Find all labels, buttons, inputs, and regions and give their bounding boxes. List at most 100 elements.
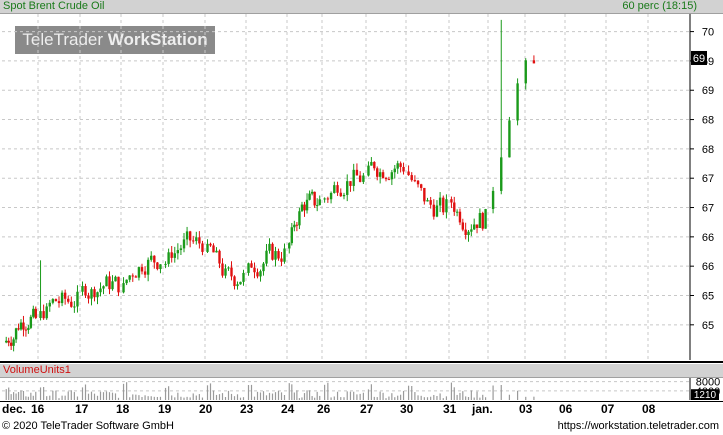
candle	[27, 324, 30, 334]
candle	[99, 282, 102, 297]
time-axis[interactable]: dec. 16 17 18 19 20 23 24 26 27 30 31 jan. 03 06 07 08	[0, 401, 723, 417]
candle	[508, 116, 511, 158]
candle	[524, 58, 527, 90]
candle	[464, 222, 467, 240]
candle	[128, 275, 131, 283]
time-axis-label: 16	[31, 402, 45, 416]
candle	[76, 285, 79, 313]
candle	[221, 258, 224, 278]
candle	[227, 266, 230, 271]
candle	[277, 248, 280, 261]
candle	[349, 181, 352, 192]
price-tick-label: 69	[702, 85, 714, 97]
price-tick-label: 66	[702, 261, 714, 273]
candle	[117, 276, 120, 297]
candle	[426, 197, 429, 202]
chart-header: Spot Brent Crude Oil 60 perc (18:15)	[0, 0, 723, 14]
candle	[305, 193, 309, 214]
candle	[73, 301, 76, 313]
panel-divider[interactable]	[0, 361, 723, 363]
candle	[323, 197, 326, 203]
candle	[29, 314, 33, 330]
candle	[179, 244, 183, 255]
candle	[290, 222, 294, 246]
candle	[108, 271, 111, 295]
candle	[122, 277, 125, 294]
candle	[102, 285, 105, 295]
candle	[407, 165, 410, 176]
candle	[218, 249, 221, 269]
candle	[271, 242, 274, 261]
candle	[268, 238, 271, 254]
candle	[90, 287, 93, 306]
candle	[242, 269, 245, 286]
candle	[318, 195, 321, 206]
candle	[399, 161, 402, 173]
candle	[295, 221, 299, 232]
candle	[413, 175, 417, 183]
candle	[288, 242, 291, 254]
price-tick-label: 65	[702, 320, 714, 332]
candle	[230, 261, 233, 281]
last-price-tag	[691, 50, 707, 65]
candle	[458, 208, 462, 226]
candle	[265, 244, 268, 267]
candle	[445, 194, 448, 219]
candle	[164, 261, 167, 269]
candle	[45, 303, 48, 320]
copyright-text: © 2020 TeleTrader Software GmbH	[2, 420, 174, 432]
time-axis-label: 08	[642, 402, 656, 416]
candle	[146, 257, 150, 282]
candle	[470, 224, 473, 237]
candle	[461, 218, 465, 232]
footer: © 2020 TeleTrader Software GmbH https://…	[0, 417, 723, 435]
candle	[170, 245, 173, 263]
candle	[381, 169, 385, 179]
time-axis-label: 03	[519, 402, 533, 416]
candle	[188, 230, 192, 248]
candle	[17, 323, 20, 331]
candle	[355, 163, 359, 176]
candle	[326, 196, 330, 203]
candle	[384, 176, 388, 182]
candle	[224, 264, 227, 279]
candle	[143, 266, 147, 278]
candle	[410, 172, 413, 182]
candle	[373, 161, 376, 171]
candle	[481, 211, 484, 231]
time-axis-label: dec.	[2, 402, 27, 416]
candle	[300, 201, 304, 212]
time-axis-label: 31	[443, 402, 457, 416]
candle	[185, 226, 189, 246]
footer-url[interactable]: https://workstation.teletrader.com	[557, 420, 719, 432]
candle	[134, 275, 138, 278]
candle	[5, 336, 8, 344]
candle	[250, 260, 253, 268]
volume-chart[interactable]: 800040001210	[0, 378, 723, 400]
time-axis-label: 27	[360, 402, 374, 416]
candle	[173, 246, 176, 263]
volume-label[interactable]: VolumeUnits1	[3, 364, 71, 376]
candle	[209, 242, 212, 247]
candle	[87, 292, 90, 304]
candle	[259, 269, 262, 282]
candle	[339, 188, 342, 197]
instrument-name[interactable]: Spot Brent Crude Oil	[3, 0, 105, 12]
candle	[308, 190, 311, 201]
candle	[198, 231, 201, 249]
candle	[192, 235, 195, 244]
candle	[396, 160, 399, 174]
candle	[7, 337, 10, 347]
candle	[280, 252, 283, 267]
interval-label[interactable]: 60 perc (18:15)	[622, 0, 697, 12]
candle	[70, 296, 73, 308]
candle	[376, 166, 379, 181]
candle	[491, 186, 495, 214]
time-axis-label: 06	[559, 402, 573, 416]
candle	[516, 78, 519, 126]
candle	[150, 251, 153, 262]
candle	[262, 261, 265, 276]
candle	[329, 191, 333, 204]
price-tick-label: 70	[702, 27, 714, 39]
